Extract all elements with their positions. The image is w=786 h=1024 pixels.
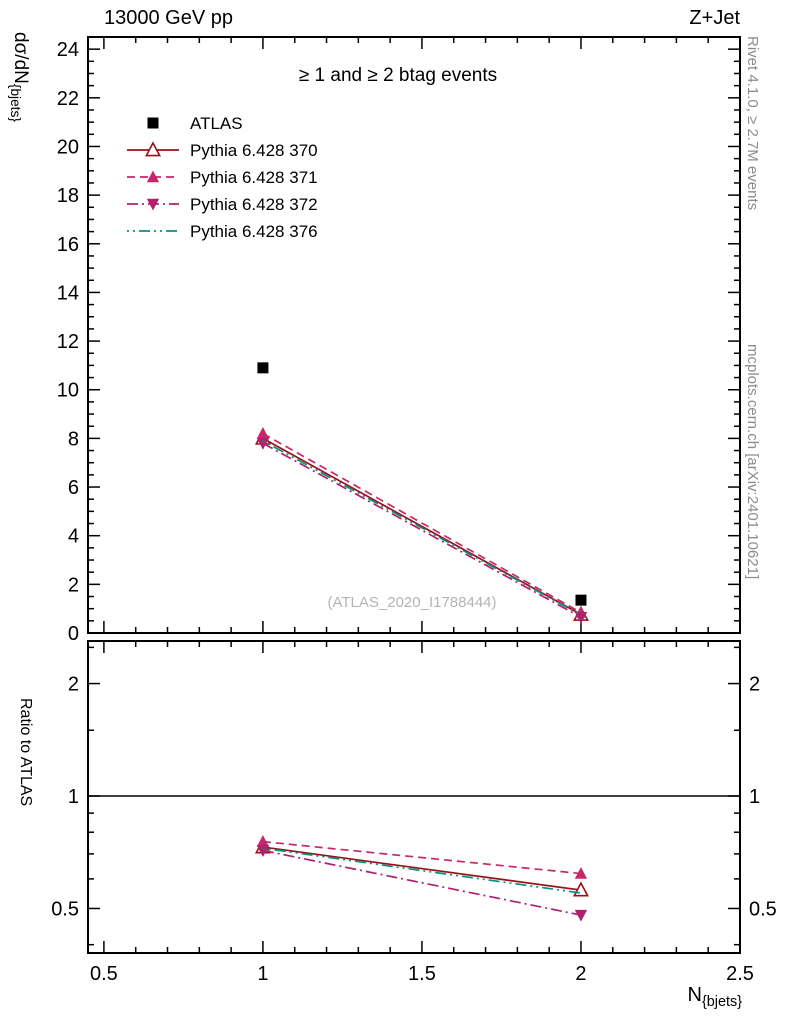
series-pythia-6-428-376 <box>262 440 582 894</box>
ratio-y-tick-label-left: 0.5 <box>51 898 79 920</box>
x-axis-label-text: N <box>687 984 702 1006</box>
marker-square <box>147 117 159 129</box>
process-label: Z+Jet <box>689 7 740 29</box>
main-y-tick-label: 18 <box>57 185 79 207</box>
series-line <box>262 442 582 618</box>
marker-square <box>257 362 269 374</box>
x-tick-label: 2.5 <box>726 963 754 985</box>
marker-triangle-down <box>146 198 160 211</box>
series-line <box>262 437 582 616</box>
marker-triangle <box>256 835 270 847</box>
ratio-y-tick-label-right: 2 <box>749 674 760 696</box>
main-y-tick-label: 4 <box>68 526 79 548</box>
ratio-frame <box>87 640 741 954</box>
main-y-tick-label: 20 <box>57 136 79 158</box>
series-line <box>262 847 582 894</box>
watermark: (ATLAS_2020_I1788444) <box>327 594 496 611</box>
x-tick-label: 2 <box>575 963 586 985</box>
main-frame <box>87 36 741 634</box>
legend-label: Pythia 6.428 371 <box>190 168 318 187</box>
main-y-tick-label: 2 <box>68 574 79 596</box>
series-line <box>262 432 582 614</box>
ratio-y-tick-label-right: 1 <box>749 786 760 808</box>
plot-title: ≥ 1 and ≥ 2 btag events <box>299 65 497 86</box>
main-y-tick-label: 8 <box>68 428 79 450</box>
x-axis-label: N{bjets} <box>0 984 742 1010</box>
marker-triangle-down <box>256 845 270 857</box>
series-line <box>262 846 582 891</box>
main-y-tick-label: 6 <box>68 477 79 499</box>
mcplots-credit-label: mcplots.cern.ch [arXiv:2401.10621] <box>744 344 761 580</box>
legend-label: Pythia 6.428 370 <box>190 141 318 160</box>
series-line <box>262 840 582 875</box>
ratio-y-axis: 0.5 0.5 1 1 2 2 <box>51 646 777 946</box>
marker-square <box>575 594 587 606</box>
series-atlas <box>257 362 587 606</box>
x-axis-label-subscript: {bjets} <box>701 994 742 1010</box>
legend-label: Pythia 6.428 372 <box>190 195 318 214</box>
marker-triangle <box>146 170 160 183</box>
main-y-tick-label: 16 <box>57 234 79 256</box>
legend-label: Pythia 6.428 376 <box>190 222 318 241</box>
ratio-y-axis-label: Ratio to ATLAS <box>17 698 34 807</box>
marker-triangle <box>574 867 588 879</box>
series-pythia-6-428-370 <box>254 429 589 897</box>
marker-triangle-down <box>574 909 588 922</box>
main-y-tick-label: 12 <box>57 331 79 353</box>
rivet-version-label: Rivet 4.1.0, ≥ 2.7M events <box>744 36 761 211</box>
marker-triangle-down <box>256 438 270 450</box>
series-pythia-6-428-372 <box>256 438 588 922</box>
main-y-tick-label: 22 <box>57 88 79 110</box>
legend-label: ATLAS <box>190 114 243 133</box>
marker-triangle-open <box>145 141 161 157</box>
series-line <box>262 849 582 916</box>
ratio-y-tick-label-right: 0.5 <box>749 898 777 920</box>
ratio-y-tick-label-left: 2 <box>68 674 79 696</box>
main-y-tick-label: 0 <box>68 623 79 645</box>
marker-triangle <box>256 427 270 439</box>
main-panel <box>87 36 741 634</box>
series-line <box>262 440 582 616</box>
main-y-tick-label: 24 <box>57 39 79 61</box>
x-tick-label: 1.5 <box>408 963 436 985</box>
main-y-tick-label: 14 <box>57 282 79 304</box>
y-axis-label-text: dσ/dN <box>9 32 31 84</box>
ratio-panel: 0.5 1 1.5 2 2.5 <box>87 640 754 985</box>
marker-triangle-down <box>574 611 588 624</box>
beam-energy-label: 13000 GeV pp <box>104 7 233 29</box>
x-tick-label: 0.5 <box>90 963 118 985</box>
main-y-tick-label: 10 <box>57 380 79 402</box>
x-tick-label: 1 <box>257 963 268 985</box>
y-axis-label: dσ/dN{bjets} <box>8 32 31 122</box>
ratio-y-tick-label-left: 1 <box>68 786 79 808</box>
legend: ATLAS Pythia 6.428 370 Pythia 6.428 371 Pyt… <box>127 114 318 241</box>
y-axis-label-subscript: {bjets} <box>8 83 23 122</box>
